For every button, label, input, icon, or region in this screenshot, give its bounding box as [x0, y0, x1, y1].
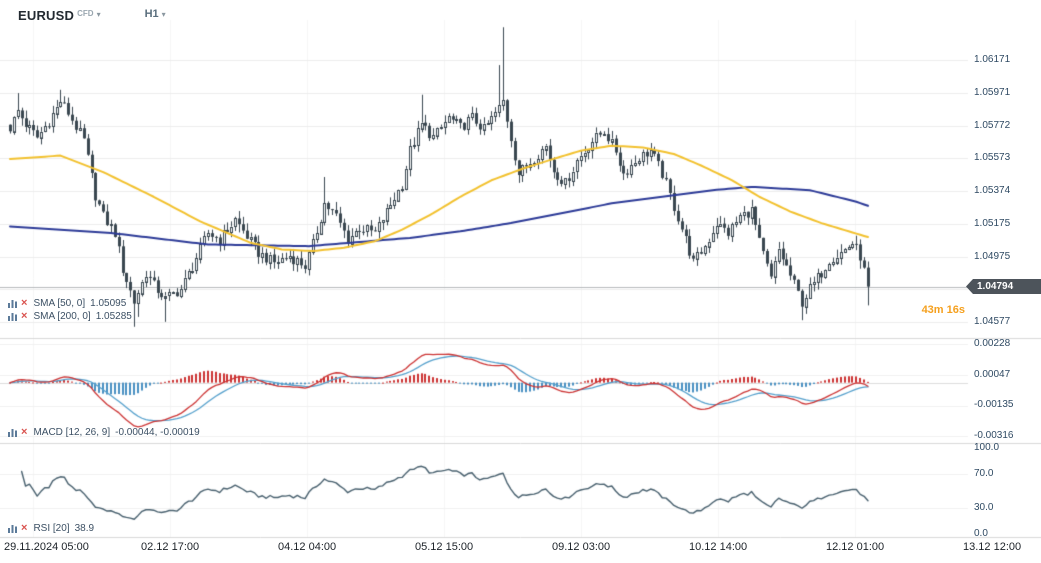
indicator-chart-icon[interactable]: [8, 428, 17, 437]
timeframe-selector[interactable]: H1 ▾: [145, 8, 166, 20]
price-axis-label: 1.05971: [974, 86, 1011, 98]
indicator-value: 1.05095: [90, 298, 127, 309]
remove-indicator-icon[interactable]: ×: [21, 522, 28, 534]
indicator-chart-icon[interactable]: [8, 524, 17, 533]
indicator-label: RSI [20]: [33, 523, 70, 534]
price-axis-label: 1.04577: [974, 316, 1011, 327]
legend-sma200: × SMA [200, 0] 1.05285: [8, 311, 132, 322]
rsi-axis-label: 100.0: [974, 442, 1000, 453]
remove-indicator-icon[interactable]: ×: [21, 297, 28, 309]
indicator-value: 38.9: [74, 523, 95, 534]
chevron-down-icon: ▾: [161, 10, 166, 19]
macd-axis-label: 0.00228: [974, 338, 1011, 349]
time-axis-label: 13.12 12:00: [963, 541, 1022, 553]
rsi-axis-label: 70.0: [974, 467, 994, 479]
rsi-axis-label: 30.0: [974, 502, 994, 514]
price-axis-label: 1.05175: [974, 217, 1011, 229]
symbol-name: EURUSD: [18, 8, 75, 23]
legend-rsi: × RSI [20] 38.9: [8, 523, 94, 534]
price-axis-label: 1.06171: [974, 54, 1011, 65]
legend-macd: × MACD [12, 26, 9] -0.00044, -0.00019: [8, 427, 200, 438]
market-type-label: CFD: [77, 9, 94, 18]
chart-header: EURUSD CFD ▾ H1 ▾: [18, 8, 166, 23]
candle-countdown: 43m 16s: [921, 304, 965, 316]
macd-axis-label: -0.00316: [974, 430, 1014, 441]
remove-indicator-icon[interactable]: ×: [21, 310, 28, 322]
time-axis-label: 05.12 15:00: [415, 541, 474, 553]
indicator-label: SMA [50, 0]: [33, 298, 86, 309]
current-price-value: 1.04794: [977, 281, 1014, 292]
indicator-chart-icon[interactable]: [8, 299, 17, 308]
price-axis-label: 1.05374: [974, 185, 1011, 196]
indicator-label: MACD [12, 26, 9]: [33, 427, 111, 438]
remove-indicator-icon[interactable]: ×: [21, 426, 28, 438]
macd-axis-label: -0.00135: [974, 399, 1014, 411]
timeframe-label: H1: [144, 8, 159, 20]
time-axis-label: 09.12 03:00: [552, 541, 611, 553]
indicator-chart-icon[interactable]: [8, 312, 17, 321]
price-axis-label: 1.05772: [974, 119, 1011, 131]
chevron-down-icon: ▾: [96, 10, 101, 19]
time-axis-label: 29.11.2024 05:00: [4, 541, 89, 553]
symbol-selector[interactable]: EURUSD CFD ▾: [18, 8, 101, 23]
rsi-axis-label: 0.0: [974, 528, 988, 539]
current-price-badge: 1.04794: [966, 279, 1041, 294]
indicator-value: 1.05285: [95, 311, 132, 322]
time-axis-label: 04.12 04:00: [278, 541, 337, 553]
time-axis-label: 12.12 01:00: [826, 541, 885, 553]
indicator-label: SMA [200, 0]: [33, 311, 91, 322]
time-axis-label: 02.12 17:00: [141, 541, 200, 553]
legend-sma50: × SMA [50, 0] 1.05095: [8, 298, 126, 309]
macd-axis-label: 0.00047: [974, 368, 1011, 380]
price-axis-label: 1.04975: [974, 250, 1011, 262]
indicator-value: -0.00044, -0.00019: [115, 427, 200, 438]
time-axis-label: 10.12 14:00: [689, 541, 748, 553]
price-axis-label: 1.05573: [974, 152, 1011, 164]
